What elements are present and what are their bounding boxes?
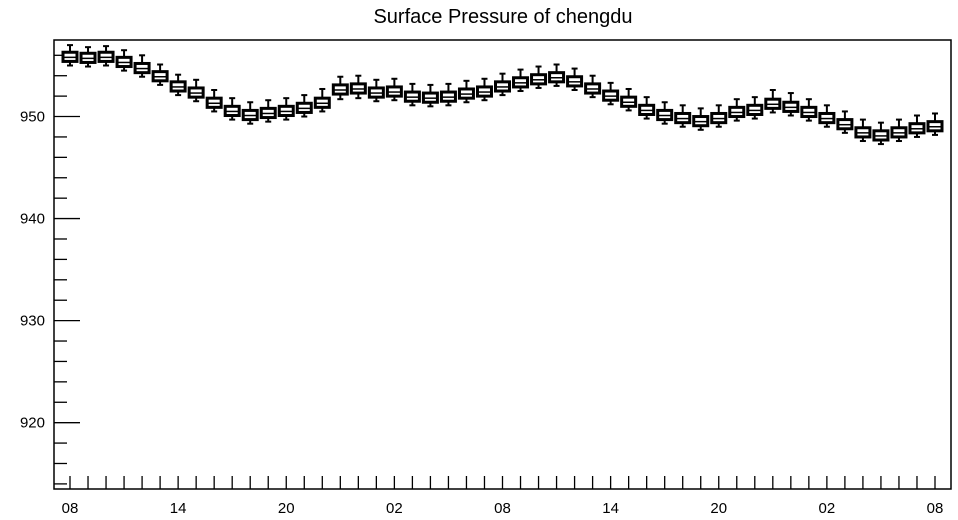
box-plot [746, 96, 764, 120]
box-plot [133, 54, 151, 78]
box-plot [638, 96, 656, 120]
box-plot [277, 97, 295, 121]
y-tick-label: 940 [20, 211, 45, 228]
box-plot [421, 83, 439, 108]
x-tick-label: 08 [62, 500, 79, 517]
box-plot [728, 98, 746, 122]
x-tick-label: 20 [278, 500, 295, 517]
box-plot [566, 67, 584, 92]
x-tick-label: 14 [602, 500, 619, 517]
box-plot [331, 75, 349, 101]
box-plot [295, 94, 313, 118]
box-plot [782, 92, 800, 117]
box-plot [764, 89, 782, 114]
box-plot [61, 44, 79, 67]
box-plot [97, 45, 115, 67]
box-plot [241, 101, 259, 125]
box-plot [674, 104, 692, 128]
box-plot [403, 82, 421, 107]
box-plot [151, 63, 169, 86]
x-tick-label: 02 [386, 500, 403, 517]
chart-title: Surface Pressure of chengdu [373, 6, 632, 28]
x-tick-label: 08 [494, 500, 511, 517]
box-plot [908, 114, 926, 138]
box-plot [169, 73, 187, 97]
box-plot [530, 65, 548, 89]
box-plot [79, 46, 97, 68]
box-plot [439, 82, 457, 107]
x-axis: 08 14 20 02 08 14 20 02 08 [62, 476, 944, 517]
box-plot [656, 101, 674, 125]
box-plot [385, 77, 403, 102]
box-plot [205, 89, 223, 113]
box-plot [584, 74, 602, 99]
y-tick-label: 920 [20, 415, 45, 432]
box-plot [457, 79, 475, 104]
box-plot [620, 87, 638, 112]
box-plot [313, 87, 331, 113]
y-axis: 920 930 940 950 [20, 54, 80, 485]
box-plot [602, 81, 620, 106]
box-plot [800, 98, 818, 122]
box-plot [475, 77, 493, 102]
y-tick-label: 930 [20, 313, 45, 330]
box-plot [349, 74, 367, 100]
box-plot [818, 104, 836, 128]
box-plot [187, 78, 205, 103]
x-tick-label: 20 [710, 500, 727, 517]
box-plot [836, 110, 854, 134]
box-plot [926, 112, 944, 136]
box-plot [890, 118, 908, 143]
box-plot [367, 78, 385, 103]
box-plot [548, 63, 566, 87]
box-series [61, 44, 944, 146]
box-plot [710, 104, 728, 128]
box-plot [854, 118, 872, 143]
box-plot [494, 72, 511, 97]
box-plot [512, 68, 530, 93]
box-plot [692, 107, 710, 131]
x-tick-label: 08 [927, 500, 944, 517]
box-plot [872, 121, 890, 146]
x-tick-label: 14 [170, 500, 187, 517]
box-plot [259, 99, 277, 123]
box-plot [223, 97, 241, 121]
x-tick-label: 02 [819, 500, 836, 517]
box-plot [115, 49, 133, 72]
y-tick-label: 950 [20, 109, 45, 126]
